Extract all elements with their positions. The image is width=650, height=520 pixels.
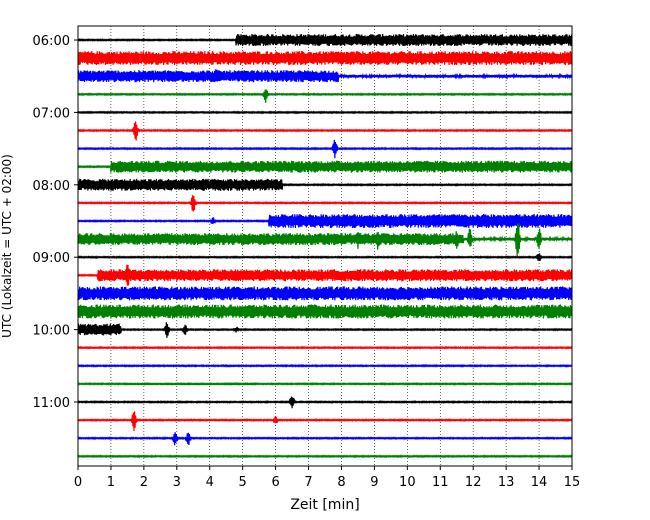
x-tick-label: 9 bbox=[370, 475, 378, 490]
x-tick-label: 1 bbox=[107, 475, 115, 490]
x-tick-label: 13 bbox=[498, 475, 515, 490]
trace-1045 bbox=[77, 381, 573, 386]
trace-0815 bbox=[77, 195, 573, 212]
plot-frame bbox=[77, 25, 573, 467]
y-tick-label: 07:00 bbox=[33, 106, 70, 121]
x-tick-label: 10 bbox=[399, 475, 416, 490]
x-tick-label: 12 bbox=[465, 475, 482, 490]
trace-group bbox=[77, 33, 573, 459]
trace-0945 bbox=[77, 304, 573, 319]
trace-0745 bbox=[77, 160, 573, 173]
x-tick-label: 15 bbox=[564, 475, 581, 490]
trace-0645 bbox=[77, 89, 573, 103]
x-tick-label: 7 bbox=[304, 475, 312, 490]
trace-0830 bbox=[77, 214, 573, 229]
trace-1030 bbox=[77, 363, 573, 368]
trace-0600 bbox=[77, 33, 573, 47]
trace-0800 bbox=[77, 178, 573, 191]
trace-0930 bbox=[77, 286, 573, 301]
x-tick-label: 3 bbox=[173, 475, 181, 490]
x-tick-label: 11 bbox=[432, 475, 449, 490]
trace-1130 bbox=[77, 432, 573, 446]
x-tick-label: 2 bbox=[140, 475, 148, 490]
trace-0915 bbox=[77, 264, 573, 286]
trace-0715 bbox=[77, 121, 573, 141]
trace-0845 bbox=[77, 223, 573, 257]
trace-0615 bbox=[77, 51, 573, 66]
y-tick-label: 11:00 bbox=[33, 396, 70, 411]
trace-1115 bbox=[77, 411, 573, 432]
grid-lines bbox=[110, 26, 540, 466]
x-axis-ticks: 0 1 2 3 4 5 6 7 8 9 10 11 12 13 14 15 bbox=[74, 466, 580, 490]
trace-1015 bbox=[77, 345, 573, 350]
trace-1000 bbox=[77, 322, 573, 338]
trace-1145 bbox=[77, 454, 573, 459]
x-tick-label: 4 bbox=[206, 475, 214, 490]
trace-0730 bbox=[77, 139, 573, 159]
trace-1100 bbox=[77, 396, 573, 409]
y-axis-ticks: 06:00 07:00 08:00 09:00 10:00 11:00 bbox=[33, 34, 78, 411]
y-tick-label: 10:00 bbox=[33, 324, 70, 339]
x-tick-label: 6 bbox=[271, 475, 279, 490]
x-axis-label: Zeit [min] bbox=[290, 497, 359, 513]
y-tick-label: 09:00 bbox=[33, 251, 70, 266]
x-tick-label: 14 bbox=[531, 475, 548, 490]
y-tick-label: 08:00 bbox=[33, 179, 70, 194]
y-tick-label: 06:00 bbox=[33, 34, 70, 49]
y-axis-label: UTC (Lokalzeit = UTC + 02:00) bbox=[0, 154, 14, 338]
trace-0700 bbox=[77, 110, 573, 115]
trace-0900 bbox=[77, 253, 573, 262]
x-tick-label: 0 bbox=[74, 475, 82, 490]
x-tick-label: 5 bbox=[239, 475, 247, 490]
x-tick-label: 8 bbox=[337, 475, 345, 490]
trace-0630 bbox=[77, 69, 573, 83]
